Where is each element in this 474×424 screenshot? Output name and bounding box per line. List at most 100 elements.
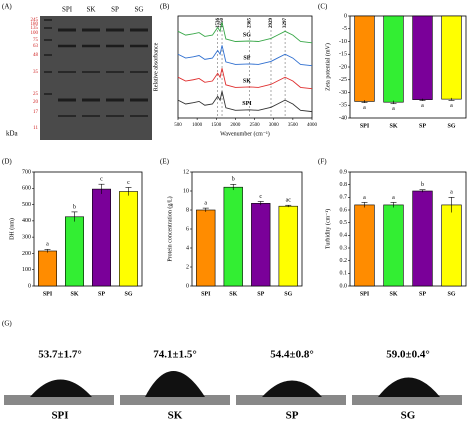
y-axis-title: Zeta potential (mV)	[324, 43, 331, 91]
x-tick-label: SK	[70, 291, 78, 297]
bar	[223, 186, 243, 287]
significance-letter: a	[392, 106, 395, 112]
peak-label: 1650	[220, 18, 225, 29]
marker-label: 25	[33, 92, 39, 97]
y-tick-label: 0.9	[340, 169, 348, 175]
y-tick-label: 600	[22, 186, 31, 192]
panel-label: (E)	[160, 158, 170, 166]
x-tick-label: 3000	[269, 123, 280, 128]
y-tick-label: 12	[183, 169, 189, 175]
y-tick-label: 0.3	[340, 245, 348, 251]
marker-label: 180	[31, 22, 39, 27]
bar	[354, 15, 375, 102]
peak-label: 3297	[283, 18, 288, 29]
bar	[354, 204, 375, 287]
y-tick-label: 0.7	[340, 195, 348, 201]
marker-label: 48	[33, 53, 39, 58]
x-tick-label: SG	[284, 291, 292, 297]
significance-letter: c	[259, 194, 262, 200]
y-tick-label: 8	[186, 207, 189, 213]
lane-label: SPI	[62, 6, 73, 14]
series-label: SPI	[242, 101, 252, 107]
panel-label: (A)	[2, 3, 12, 11]
contact-angle: 54.4±0.8°	[270, 349, 313, 361]
bar	[65, 216, 84, 287]
peak-label: 2365	[248, 18, 253, 29]
x-tick-label: SP	[419, 123, 426, 129]
x-tick-label: SPI	[43, 291, 53, 297]
panel-label: (C)	[318, 3, 328, 11]
y-tick-label: -35	[339, 103, 347, 109]
y-tick-label: -10	[339, 39, 347, 45]
x-tick-label: SPI	[360, 123, 370, 129]
sample-name: SG	[401, 410, 416, 422]
marker-label: 135	[31, 26, 39, 31]
plot-frame	[349, 171, 467, 287]
bar	[441, 204, 462, 287]
y-tick-label: 0.6	[340, 207, 348, 213]
y-tick-label: 200	[22, 251, 31, 257]
contact-angle: 74.1±1.5°	[153, 349, 196, 361]
gel-bands	[44, 19, 148, 117]
x-tick-label: SP	[257, 291, 264, 297]
sample-name: SPI	[51, 410, 68, 422]
y-axis-title: DH (nm)	[8, 218, 15, 240]
y-tick-label: -25	[339, 77, 347, 83]
x-tick-label: SG	[447, 291, 455, 297]
peak-label: 2929	[269, 18, 274, 29]
y-tick-label: 0.2	[340, 258, 348, 264]
y-tick-label: -20	[339, 64, 347, 70]
bar	[119, 191, 138, 287]
marker-label: 17	[33, 110, 39, 115]
lane-label: SK	[87, 6, 96, 14]
bar	[92, 188, 111, 287]
y-tick-label: 400	[22, 218, 31, 224]
significance-letter: a	[363, 105, 366, 111]
series-label: SK	[243, 78, 251, 84]
plot-frame	[33, 171, 143, 287]
bar	[196, 209, 216, 287]
y-tick-label: 0	[28, 283, 31, 289]
y-tick-label: 0.8	[340, 182, 348, 188]
y-tick-label: 6	[186, 226, 189, 232]
sample-name: SK	[168, 410, 183, 422]
y-tick-label: 100	[22, 267, 31, 273]
panel-label: (D)	[2, 158, 12, 166]
x-tick-label: SPI	[360, 291, 370, 297]
y-tick-label: 0.5	[340, 220, 348, 226]
y-tick-label: 0.0	[340, 283, 348, 289]
x-tick-label: SK	[229, 291, 237, 297]
series-label: SG	[243, 32, 251, 38]
bar	[383, 15, 404, 103]
contact-angle: 59.0±0.4°	[386, 349, 429, 361]
lane-label: SG	[135, 6, 144, 14]
x-tick-label: 3500	[288, 123, 299, 128]
gel-unit: kDa	[6, 130, 19, 138]
y-tick-label: 0	[186, 283, 189, 289]
significance-letter: a	[363, 195, 366, 201]
marker-label: 20	[33, 100, 39, 105]
bar	[38, 250, 57, 287]
significance-letter: c	[100, 177, 103, 183]
y-tick-label: 0.4	[340, 233, 348, 239]
y-tick-label: 4	[186, 245, 189, 251]
y-axis-title: Turbidity (cm⁻¹)	[324, 209, 331, 249]
significance-letter: ac	[286, 198, 292, 204]
lane-label: SP	[111, 6, 119, 14]
spectrum-line	[177, 45, 313, 67]
significance-letter: a	[392, 195, 395, 201]
bar	[412, 15, 433, 100]
significance-letter: a	[450, 190, 453, 196]
spectrum-line	[177, 22, 313, 44]
y-tick-label: 700	[22, 169, 31, 175]
x-tick-label: 4000	[307, 123, 318, 128]
spectrum-line	[177, 68, 313, 90]
y-tick-label: 10	[183, 188, 189, 194]
y-axis-title: Protein concentration (g/L)	[166, 196, 173, 261]
significance-letter: a	[421, 103, 424, 109]
significance-letter: a	[204, 200, 207, 206]
x-tick-label: SG	[124, 291, 132, 297]
significance-letter: c	[127, 180, 130, 186]
spectrum-line	[177, 91, 313, 113]
